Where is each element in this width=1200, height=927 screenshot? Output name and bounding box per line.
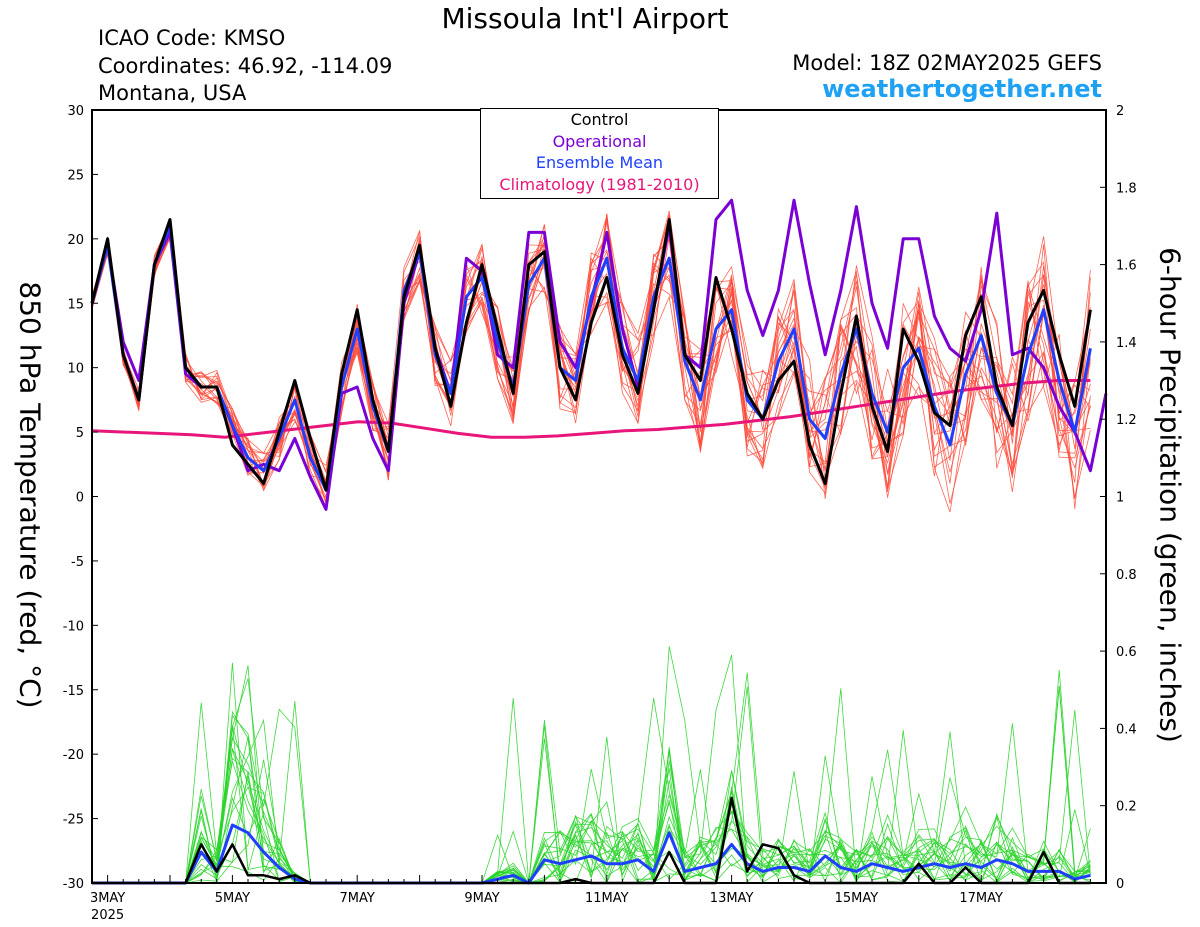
climatology-line <box>91 379 1091 439</box>
y-left-tick-label: 0 <box>76 491 84 506</box>
y-left-tick-label: 5 <box>76 426 84 441</box>
y-left-tick-label: -15 <box>63 684 84 699</box>
precipitation-member-line <box>92 709 1091 884</box>
site-link[interactable]: weathertogether.net <box>822 75 1102 103</box>
y-right-tick-label: 0.8 <box>1116 568 1137 583</box>
chart-legend: Control Operational Ensemble Mean Climat… <box>480 108 719 199</box>
y-left-tick-label: 15 <box>67 297 84 312</box>
y-right-tick-label: 1 <box>1116 491 1124 506</box>
icao-code: ICAO Code: KMSO <box>98 26 286 50</box>
legend-ensemble-mean: Ensemble Mean <box>535 153 664 172</box>
y-right-tick-label: 2 <box>1116 104 1124 119</box>
legend-climatology: Climatology (1981-2010) <box>499 174 700 194</box>
x-year-label: 2025 <box>91 908 124 923</box>
precipitation-member-line <box>92 708 1091 884</box>
chart-title: Missoula Int'l Airport <box>441 2 729 35</box>
y-right-tick-label: 0.4 <box>1116 722 1137 737</box>
model-run: Model: 18Z 02MAY2025 GEFS <box>792 51 1102 75</box>
operational-line <box>90 198 1108 511</box>
y-right-tick-label: 1.2 <box>1116 413 1137 428</box>
control-line <box>90 218 1092 492</box>
precipitation-member-line <box>92 749 1091 884</box>
x-tick-label: 17MAY <box>959 891 1003 906</box>
legend-operational: Operational <box>552 131 647 151</box>
coordinates: Coordinates: 46.92, -114.09 <box>98 54 393 78</box>
precipitation-member-line <box>92 646 1091 884</box>
y-left-tick-label: 25 <box>67 168 84 183</box>
y-left-tick-label: 20 <box>67 233 84 248</box>
y-right-tick-label: 1.6 <box>1116 259 1137 274</box>
y-left-tick-label: -25 <box>63 813 84 828</box>
y-left-tick-label: -10 <box>63 619 84 634</box>
temperature-member-line <box>91 213 1091 504</box>
x-tick-label: 15MAY <box>835 891 879 906</box>
x-tick-label: 11MAY <box>585 891 629 906</box>
y-right-tick-label: 0 <box>1116 877 1124 892</box>
y-left-tick-label: 10 <box>67 362 84 377</box>
y-left-tick-label: -20 <box>63 748 84 763</box>
y-right-tick-label: 1.8 <box>1116 181 1137 196</box>
x-tick-label: 3MAY <box>90 891 125 906</box>
temperature-ensemble-members <box>91 210 1091 513</box>
x-tick-label: 5MAY <box>215 891 250 906</box>
x-tick-label: 9MAY <box>464 891 499 906</box>
y-right-tick-label: 1.4 <box>1116 336 1137 351</box>
precipitation-member-line <box>92 685 1091 884</box>
x-tick-label: 13MAY <box>710 891 754 906</box>
location: Montana, USA <box>98 81 247 105</box>
x-tick-label: 7MAY <box>340 891 375 906</box>
y-right-tick-label: 0.2 <box>1116 800 1137 815</box>
precipitation-ensemble-members <box>92 646 1091 885</box>
legend-control: Control <box>570 110 629 129</box>
y-axis-right-label: 6-hour Precipitation (green, inches) <box>1153 247 1187 743</box>
y-left-tick-label: -5 <box>71 555 84 570</box>
temperature-member-line <box>91 219 1091 509</box>
y-left-tick-label: -30 <box>63 877 84 892</box>
y-axis-left-label: 850 hPa Temperature (red, °C) <box>13 281 47 709</box>
precip-mean-line <box>92 823 1091 885</box>
y-left-tick-label: 30 <box>67 104 84 119</box>
precipitation-member-line <box>92 672 1091 885</box>
ensemble-mean-line <box>90 224 1092 492</box>
precipitation-member-line <box>92 701 1091 884</box>
y-right-tick-label: 0.6 <box>1116 645 1137 660</box>
temperature-member-line <box>91 214 1091 485</box>
precipitation-member-line <box>92 688 1091 884</box>
precipitation-member-line <box>92 698 1091 884</box>
